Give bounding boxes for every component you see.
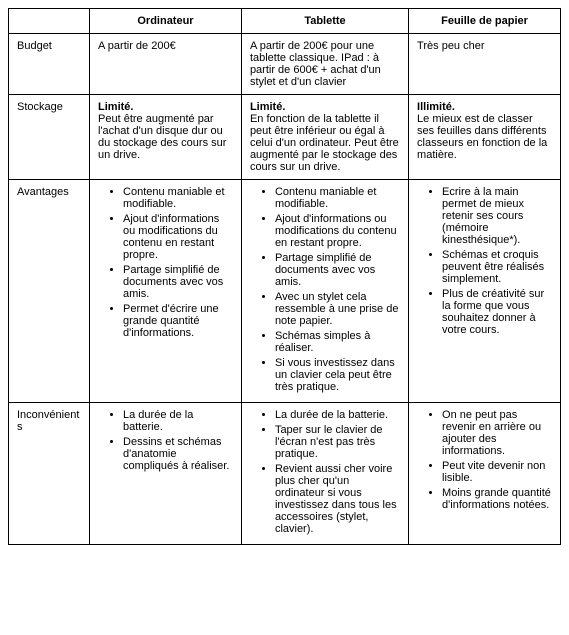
budget-papier: Très peu cher — [409, 34, 561, 95]
list-item: Contenu maniable et modifiable. — [123, 186, 233, 210]
list-item: Revient aussi cher voire plus cher qu'un… — [275, 463, 400, 535]
row-stockage-label: Stockage — [9, 95, 90, 180]
stockage-tablette-bold: Limité. — [250, 101, 285, 113]
list-item: Si vous investissez dans un clavier cela… — [275, 357, 400, 393]
header-ordinateur: Ordinateur — [90, 9, 242, 34]
list-item: Partage simplifié de documents avec vos … — [275, 252, 400, 288]
inconvenients-papier-list: On ne peut pas revenir en arrière ou ajo… — [417, 409, 552, 511]
stockage-ordinateur-text: Peut être augmenté par l'achat d'un disq… — [98, 113, 226, 161]
list-item: Ecrire à la main permet de mieux retenir… — [442, 186, 552, 246]
stockage-ordinateur-bold: Limité. — [98, 101, 133, 113]
list-item: Ajout d'informations ou modifications du… — [123, 213, 233, 261]
header-papier: Feuille de papier — [409, 9, 561, 34]
list-item: Schémas simples à réaliser. — [275, 330, 400, 354]
header-row: Ordinateur Tablette Feuille de papier — [9, 9, 561, 34]
inconvenients-tablette: La durée de la batterie. Taper sur le cla… — [241, 403, 408, 545]
list-item: Moins grande quantité d'informations not… — [442, 487, 552, 511]
comparison-table: Ordinateur Tablette Feuille de papier Bu… — [8, 8, 561, 545]
row-budget: Budget A partir de 200€ A partir de 200€… — [9, 34, 561, 95]
avantages-ordinateur: Contenu maniable et modifiable. Ajout d'i… — [90, 180, 242, 403]
avantages-ordinateur-list: Contenu maniable et modifiable. Ajout d'i… — [98, 186, 233, 339]
inconvenients-ordinateur: La durée de la batterie. Dessins et schém… — [90, 403, 242, 545]
list-item: La durée de la batterie. — [275, 409, 400, 421]
avantages-tablette-list: Contenu maniable et modifiable. Ajout d'i… — [250, 186, 400, 393]
list-item: Peut vite devenir non lisible. — [442, 460, 552, 484]
list-item: La durée de la batterie. — [123, 409, 233, 433]
stockage-tablette: Limité. En fonction de la tablette il pe… — [241, 95, 408, 180]
row-stockage: Stockage Limité. Peut être augmenté par … — [9, 95, 561, 180]
stockage-ordinateur: Limité. Peut être augmenté par l'achat d… — [90, 95, 242, 180]
avantages-tablette: Contenu maniable et modifiable. Ajout d'i… — [241, 180, 408, 403]
avantages-papier: Ecrire à la main permet de mieux retenir… — [409, 180, 561, 403]
stockage-papier: Illimité. Le mieux est de classer ses fe… — [409, 95, 561, 180]
list-item: Taper sur le clavier de l'écran n'est pa… — [275, 424, 400, 460]
list-item: Ajout d'informations ou modifications du… — [275, 213, 400, 249]
avantages-papier-list: Ecrire à la main permet de mieux retenir… — [417, 186, 552, 336]
list-item: Schémas et croquis peuvent être réalisés… — [442, 249, 552, 285]
list-item: Dessins et schémas d'anatomie compliqués… — [123, 436, 233, 472]
list-item: Permet d'écrire une grande quantité d'in… — [123, 303, 233, 339]
list-item: Avec un stylet cela ressemble à une pris… — [275, 291, 400, 327]
inconvenients-ordinateur-list: La durée de la batterie. Dessins et schém… — [98, 409, 233, 472]
header-tablette: Tablette — [241, 9, 408, 34]
stockage-papier-bold: Illimité. — [417, 101, 455, 113]
list-item: Contenu maniable et modifiable. — [275, 186, 400, 210]
header-blank — [9, 9, 90, 34]
row-inconvenients-label: Inconvénients — [9, 403, 90, 545]
stockage-papier-text: Le mieux est de classer ses feuilles dan… — [417, 113, 547, 161]
row-inconvenients: Inconvénients La durée de la batterie. De… — [9, 403, 561, 545]
list-item: On ne peut pas revenir en arrière ou ajo… — [442, 409, 552, 457]
list-item: Partage simplifié de documents avec vos … — [123, 264, 233, 300]
row-avantages: Avantages Contenu maniable et modifiable… — [9, 180, 561, 403]
row-avantages-label: Avantages — [9, 180, 90, 403]
inconvenients-papier: On ne peut pas revenir en arrière ou ajo… — [409, 403, 561, 545]
inconvenients-tablette-list: La durée de la batterie. Taper sur le cla… — [250, 409, 400, 535]
list-item: Plus de créativité sur la forme que vous… — [442, 288, 552, 336]
budget-tablette: A partir de 200€ pour une tablette class… — [241, 34, 408, 95]
stockage-tablette-text: En fonction de la tablette il peut être … — [250, 113, 399, 173]
budget-ordinateur: A partir de 200€ — [90, 34, 242, 95]
row-budget-label: Budget — [9, 34, 90, 95]
